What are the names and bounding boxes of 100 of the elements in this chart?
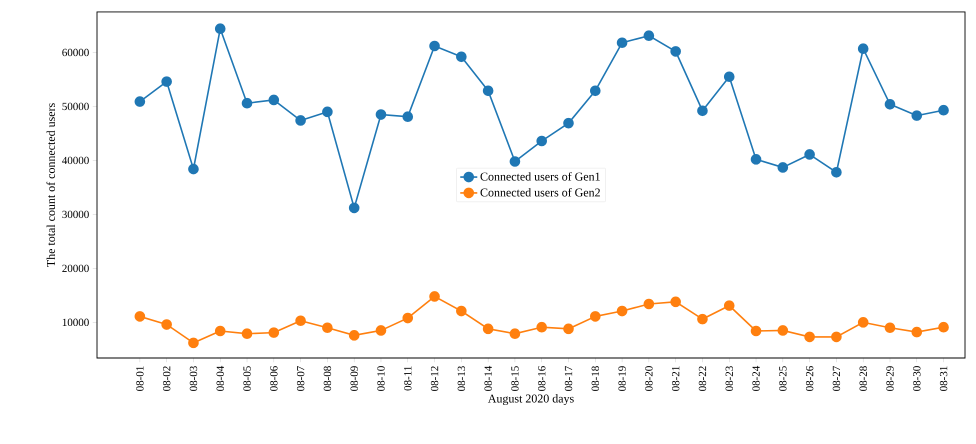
point — [778, 162, 788, 173]
x-tick-label: 08-08 — [324, 366, 332, 391]
point — [616, 306, 628, 316]
point — [590, 311, 601, 322]
point — [429, 40, 440, 52]
point — [831, 332, 842, 342]
point — [134, 96, 146, 107]
x-tick-label: 08-23 — [726, 366, 733, 391]
x-tick-label: 08-02 — [162, 366, 170, 391]
point — [938, 104, 949, 116]
y-tick-label: 20000 — [62, 264, 89, 272]
x-tick-label: 08-29 — [886, 366, 894, 391]
x-axis-title: August 2020 days — [488, 394, 574, 406]
legend-label: Connected users of Gen2 — [480, 188, 600, 197]
point — [831, 167, 842, 178]
x-tick-label: 08-27 — [832, 366, 840, 391]
y-tick-label: 10000 — [62, 318, 89, 326]
x-tick-label: 08-18 — [592, 366, 600, 391]
point — [322, 322, 333, 334]
x-tick-label: 08-07 — [296, 366, 304, 391]
point — [563, 324, 574, 334]
x-tick-label: 08-25 — [779, 366, 787, 391]
x-tick-label: 08-01 — [136, 366, 144, 391]
x-tick-label: 08-21 — [672, 366, 680, 391]
point — [376, 109, 386, 120]
x-tick-label: 08-28 — [860, 366, 867, 391]
x-tick-label: 08-14 — [484, 366, 492, 391]
point — [884, 98, 896, 110]
legend-label: Connected users of Gen1 — [480, 172, 600, 181]
point — [590, 85, 601, 96]
y-tick-label: 40000 — [62, 156, 89, 164]
point — [482, 85, 494, 96]
point — [188, 164, 199, 174]
point — [858, 317, 869, 328]
point — [348, 330, 360, 341]
point — [402, 312, 414, 324]
x-tick-label: 08-17 — [564, 366, 572, 391]
point — [214, 326, 226, 336]
point — [938, 322, 949, 333]
point — [456, 51, 467, 62]
x-tick-label: 08-06 — [270, 366, 278, 391]
x-tick-label: 08-03 — [190, 366, 198, 391]
x-tick-label: 08-30 — [913, 366, 920, 391]
point — [536, 136, 548, 146]
point — [402, 111, 414, 122]
point — [536, 322, 548, 333]
point — [268, 94, 280, 106]
x-tick-label: 08-20 — [645, 366, 653, 391]
point — [268, 327, 280, 338]
point — [376, 325, 386, 336]
point — [804, 149, 815, 160]
y-tick-label: 30000 — [62, 210, 89, 218]
x-tick-label: 08-04 — [216, 366, 224, 391]
x-tick-label: 08-19 — [618, 366, 626, 391]
point — [188, 338, 199, 348]
point — [724, 300, 735, 311]
point — [697, 105, 708, 116]
point — [670, 296, 681, 308]
x-tick-label: 08-05 — [243, 366, 251, 391]
y-tick-label: 50000 — [62, 102, 89, 110]
x-tick-label: 08-09 — [350, 366, 358, 391]
x-tick-label: 08-26 — [806, 366, 814, 391]
point — [295, 115, 306, 126]
x-tick-label: 08-31 — [940, 366, 948, 391]
point — [161, 76, 172, 87]
point — [134, 311, 146, 322]
x-tick-label: 08-13 — [458, 366, 466, 391]
point — [697, 314, 708, 324]
point — [724, 71, 735, 82]
point — [456, 306, 467, 316]
point — [214, 23, 226, 34]
x-tick-label: 08-15 — [511, 366, 519, 391]
x-tick-label: 08-24 — [752, 366, 760, 391]
x-tick-label: 08-12 — [430, 366, 438, 391]
point — [644, 298, 654, 310]
point — [510, 156, 520, 167]
point — [911, 110, 922, 121]
x-tick-label: 08-11 — [404, 366, 412, 390]
x-tick-label: 08-16 — [538, 366, 546, 391]
point — [670, 46, 681, 57]
point — [322, 106, 333, 118]
point — [510, 328, 520, 339]
point — [911, 326, 922, 338]
y-axis-title: The total count of connected users — [46, 103, 55, 267]
point — [804, 332, 815, 342]
point — [563, 118, 574, 128]
point — [242, 328, 252, 339]
point — [295, 315, 306, 326]
point — [161, 319, 172, 330]
point — [750, 154, 762, 165]
point — [858, 43, 869, 54]
point — [429, 291, 440, 302]
x-tick-label: 08-10 — [377, 366, 385, 391]
x-tick-label: 08-22 — [698, 366, 706, 391]
point — [348, 202, 360, 214]
point — [482, 324, 494, 334]
point — [884, 322, 896, 334]
point — [242, 98, 252, 109]
point — [616, 37, 628, 48]
point — [750, 326, 762, 336]
